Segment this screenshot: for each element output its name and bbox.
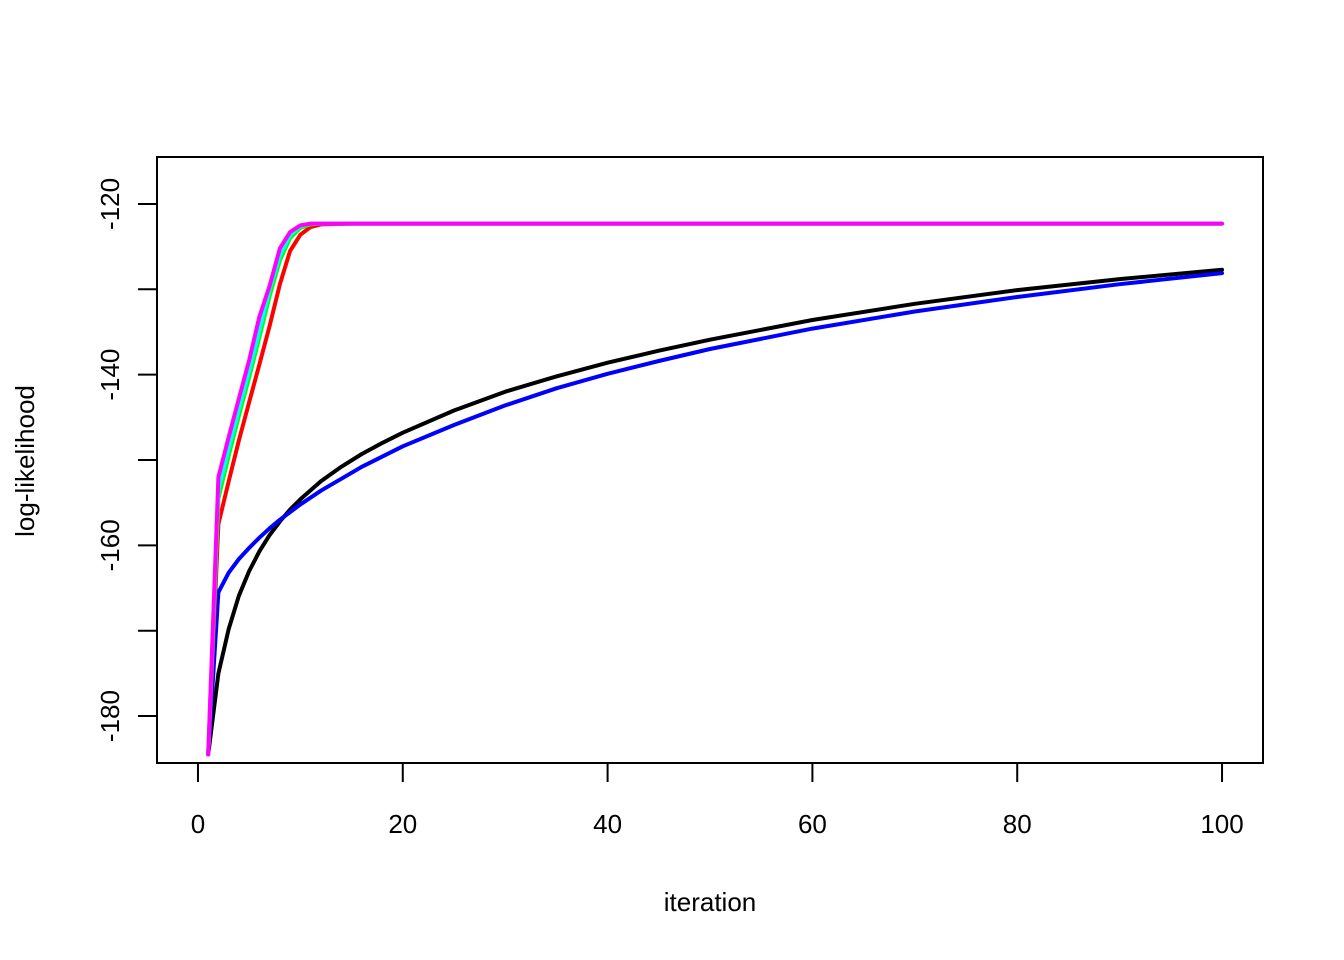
y-tick-label: -140 [95,349,125,401]
x-tick-label: 40 [593,809,622,839]
x-tick-label: 60 [798,809,827,839]
y-axis-title: log-likelihood [10,385,40,537]
series-line-1 [206,267,1224,757]
x-axis-title: iteration [664,887,757,917]
y-axis: -180 -160 -140 -120 [95,178,158,742]
x-tick-label: 20 [388,809,417,839]
series-line-3 [206,221,1224,757]
series-line-5 [206,221,1224,757]
series-line-2 [206,271,1224,757]
y-tick-label: -160 [95,519,125,571]
y-tick-label: -120 [95,178,125,230]
series-layer [206,221,1224,757]
x-tick-label: 0 [191,809,205,839]
x-tick-label: 100 [1200,809,1243,839]
y-tick-label: -180 [95,690,125,742]
series-line-4 [206,221,1224,757]
series-line-6 [206,221,1224,757]
x-tick-label: 80 [1003,809,1032,839]
plot-frame [156,156,1264,764]
x-axis: 0 20 40 60 80 100 [191,762,1244,839]
